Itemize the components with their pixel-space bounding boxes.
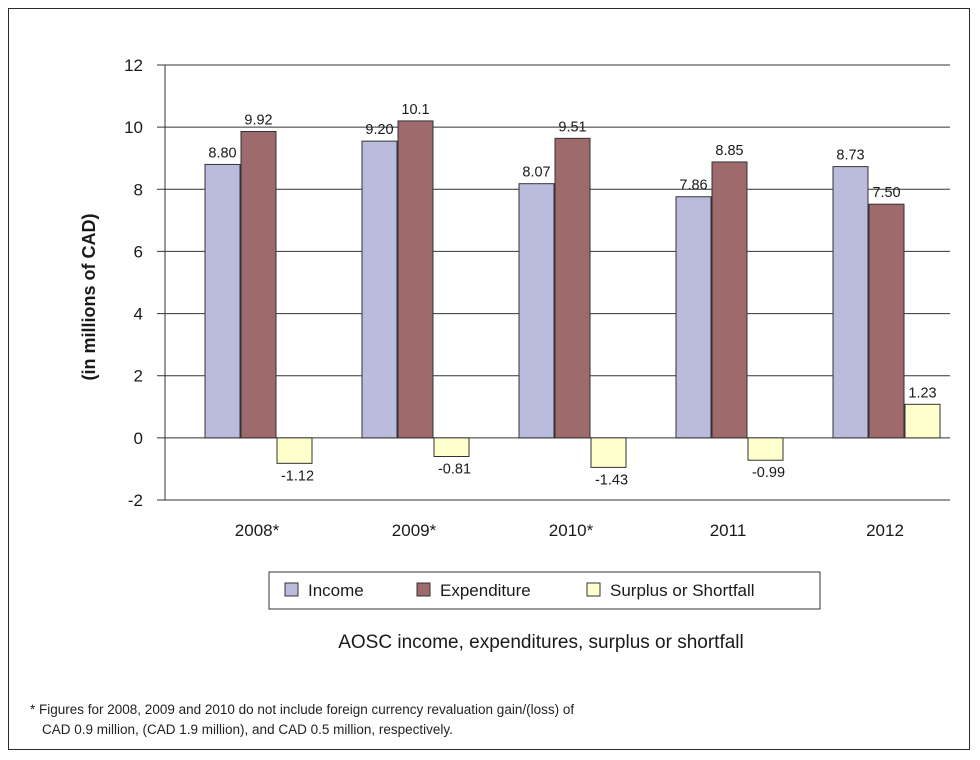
x-tick-label: 2009*	[392, 521, 437, 540]
bar-value-label: -0.99	[752, 465, 785, 481]
x-tick-label: 2010*	[549, 521, 594, 540]
legend-box	[268, 571, 821, 610]
legend-swatch	[416, 582, 431, 597]
legend-swatch	[284, 582, 299, 597]
y-axis-label: (in millions of CAD)	[79, 214, 99, 381]
legend-label: Expenditure	[440, 581, 531, 600]
y-tick-label: 0	[134, 429, 143, 448]
legend-label: Income	[308, 581, 364, 600]
bar-surplus-or-shortfall	[904, 403, 941, 439]
bar-value-label: 8.07	[522, 165, 550, 181]
figure-frame	[8, 8, 970, 750]
bar-expenditure	[397, 120, 434, 439]
legend-label: Surplus or Shortfall	[610, 581, 755, 600]
bar-income	[832, 166, 869, 439]
x-tick-label: 2011	[710, 521, 747, 540]
bar-value-label: 1.23	[908, 385, 936, 401]
bar-value-label: 9.20	[365, 122, 393, 138]
bar-expenditure	[240, 130, 277, 439]
bar-value-label: -0.81	[438, 462, 471, 478]
bar-value-label: 10.1	[401, 102, 429, 118]
x-tick-label: 2008*	[235, 521, 280, 540]
y-tick-label: 6	[134, 242, 143, 261]
bar-value-label: 8.73	[836, 148, 864, 164]
bar-surplus-or-shortfall	[276, 437, 313, 464]
bar-income	[518, 183, 555, 439]
footnote-line-2: CAD 0.9 million, (CAD 1.9 million), and …	[42, 722, 453, 738]
bar-expenditure	[554, 137, 591, 439]
bar-surplus-or-shortfall	[747, 437, 784, 461]
y-tick-label: 8	[134, 180, 143, 199]
bar-value-label: 7.86	[679, 178, 707, 194]
bar-surplus-or-shortfall	[433, 437, 470, 458]
bar-expenditure	[868, 203, 905, 439]
y-tick-label: 2	[134, 367, 143, 386]
bar-value-label: -1.12	[281, 468, 314, 484]
y-tick-label: 4	[134, 305, 143, 324]
x-tick-label: 2012	[866, 521, 904, 540]
bar-surplus-or-shortfall	[590, 437, 627, 468]
bar-value-label: 9.51	[558, 119, 586, 135]
bar-income	[361, 140, 398, 439]
bar-value-label: 7.50	[872, 185, 900, 201]
bar-value-label: -1.43	[595, 472, 628, 488]
footnote: * Figures for 2008, 2009 and 2010 do not…	[30, 700, 950, 741]
bar-income	[204, 163, 241, 439]
x-tick-labels: 2008* 2009* 2010* 2011 2012	[235, 521, 904, 540]
bar-income	[675, 196, 712, 439]
chart-title: AOSC income, expenditures, surplus or sh…	[338, 632, 744, 653]
y-tick-label: -2	[128, 491, 143, 510]
legend: Income Expenditure Surplus or Shortfall	[268, 571, 821, 610]
bar-value-label: 8.80	[208, 145, 236, 161]
footnote-line-1: * Figures for 2008, 2009 and 2010 do not…	[30, 702, 575, 717]
legend-swatch	[586, 582, 601, 597]
y-tick-label: 12	[124, 56, 143, 75]
bar-value-label: 9.92	[244, 112, 272, 128]
y-tick-labels: 12 10 8 6 4 2 0 -2	[124, 56, 143, 510]
bar-value-labels: 8.80 9.92 -1.12 9.20 10.1 -0.81 8.07 9.51 -1.43 7…	[208, 102, 936, 488]
bar-value-label: 8.85	[715, 143, 743, 159]
bars	[204, 120, 941, 468]
bar-expenditure	[711, 161, 748, 439]
y-tick-label: 10	[124, 118, 143, 137]
